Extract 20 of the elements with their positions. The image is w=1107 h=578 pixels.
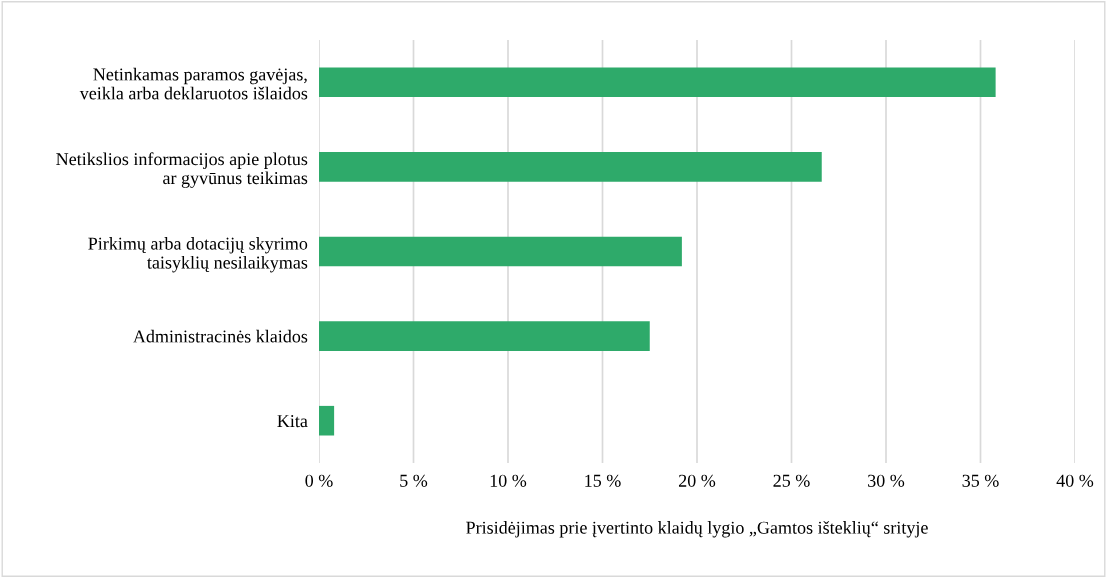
bar [319, 67, 996, 98]
x-tick-label: 25 % [773, 474, 810, 487]
bar [319, 321, 650, 351]
y-tick-label: Administracinės klaidos [133, 329, 308, 343]
bar [319, 236, 682, 267]
x-tick-label: 35 % [962, 474, 999, 487]
y-tick-label: Netikslios informacijos apie plotus ar gyvūnus teikimas [56, 152, 308, 188]
y-tick-label: Netinkamas paramos gavėjas, veikla arba deklaruotos išlaidos [79, 67, 308, 100]
x-tick-label: 20 % [678, 474, 716, 487]
x-tick-label: 40 % [1056, 474, 1094, 487]
bar [319, 405, 335, 436]
x-axis-title: Prisidėjimas prie įvertinto klaidų lygio „Gamtos išteklių“ srityje [466, 521, 928, 538]
x-tick-label: 10 % [490, 474, 527, 487]
x-tick-label: 0 % [305, 474, 333, 487]
y-tick-label: Kita [277, 415, 308, 428]
x-tick-label: 30 % [868, 474, 905, 487]
x-tick-label: 15 % [585, 474, 621, 487]
y-tick-label: Pirkimų arba dotacijų skyrimo taisyklių nesilaikymas [88, 237, 308, 273]
bar [319, 152, 822, 182]
x-tick-label: 5 % [400, 474, 428, 487]
